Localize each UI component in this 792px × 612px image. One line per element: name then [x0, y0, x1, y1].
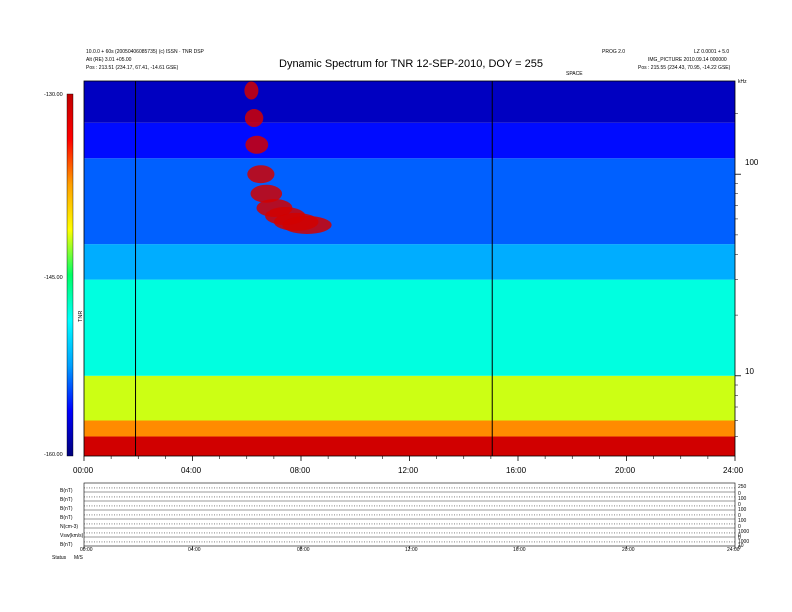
spectrum-band-7 [84, 81, 735, 123]
panel-right-tick-5a: 1000 [738, 529, 750, 535]
panel-right-tick-2a: 100 [738, 496, 747, 502]
lower-x-tick-0400: 04:00 [188, 547, 201, 553]
panel-right-tick-3b: 0 [738, 513, 741, 519]
y-tick-100: 100 [745, 158, 759, 167]
panel-right-tick-4a: 100 [738, 518, 747, 524]
burst-point-1 [244, 109, 264, 128]
lower-x-tick-1200: 12:00 [405, 547, 418, 553]
x-tick-0400: 04:00 [181, 466, 202, 475]
panel-label-2: B(nT) [60, 497, 73, 503]
burst-point-2 [245, 135, 269, 154]
burst-point-0 [244, 81, 259, 100]
y-tick-10: 10 [745, 367, 754, 376]
lower-x-tick-2000: 20:00 [622, 547, 635, 553]
spectrum-band-3 [84, 279, 735, 376]
panel-right-tick-5b: 0 [738, 535, 741, 541]
chart-title: Dynamic Spectrum for TNR 12-SEP-2010, DO… [279, 58, 544, 70]
panel-right-tick-7b: 0 [738, 545, 741, 551]
header-position-left: Pos : 213.51 (234.17, 67.41, -14.61 GSE) [86, 65, 179, 71]
panel-right-tick-3a: 100 [738, 507, 747, 513]
panel-right-tick-6b: 0 [738, 533, 741, 539]
footer-status-label: Status [52, 555, 67, 561]
header-position-right: Pos : 215.55 (234.43, 70.95, -14.22 GSE) [638, 65, 731, 71]
header-info-line2: Alt (RE) 3.01 +05.00 [86, 57, 132, 63]
header-info-right1: PROG 2.0 [602, 49, 626, 55]
header-tag: SPACE [566, 71, 583, 77]
panel-right-tick-2b: 0 [738, 502, 741, 508]
colorbar-tick-mid: -145.00 [44, 275, 63, 281]
spectrum-band-0 [84, 436, 735, 456]
burst-point-8 [282, 215, 332, 234]
lower-panel-frame [83, 482, 736, 547]
header-info-line1: 10.0.0 + 60s (20050406085735) (c) ISSN ·… [86, 49, 204, 55]
x-tick-1600: 16:00 [506, 466, 527, 475]
burst-point-4 [250, 184, 283, 203]
panel-label-6: Vsw(km/s) [60, 533, 84, 539]
panel-label-7: B(nT) [60, 542, 73, 548]
colorbar-tick-bottom: -160.00 [44, 452, 63, 458]
spectrum-band-2 [84, 375, 735, 421]
panel-label-1: B(nT) [60, 488, 73, 494]
x-tick-0800: 08:00 [290, 466, 311, 475]
header-info-right2: LZ 0.0001 + 5.0 [694, 49, 730, 55]
colorbar-tick-top: -130.00 [44, 92, 63, 98]
spectrum-band-5 [84, 158, 735, 245]
x-tick-2000: 20:00 [615, 466, 636, 475]
panel-label-5: N(cm-3) [60, 524, 79, 530]
colorbar [66, 93, 74, 457]
header-info-right3: IMG_PICTURE 2010.09.14 000000 [648, 57, 727, 63]
panel-right-tick-4b: 0 [738, 524, 741, 530]
spectrum-band-1 [84, 420, 735, 437]
panel-right-tick-7a: 10 [738, 543, 744, 549]
lower-x-tick-0800: 08:00 [297, 547, 310, 553]
footer-status-value: M/S [74, 555, 83, 561]
panel-label-3: B(nT) [60, 506, 73, 512]
spectrum-band-6 [84, 122, 735, 159]
panel-right-tick-1a: 250 [738, 484, 747, 490]
lower-x-tick-2400: 24:00 [727, 547, 740, 553]
lower-x-tick-0000: 00:00 [80, 547, 93, 553]
x-tick-1200: 12:00 [398, 466, 419, 475]
panel-right-tick-6a: 1000 [738, 539, 750, 545]
burst-point-3 [247, 165, 275, 184]
lower-x-tick-1600: 16:00 [513, 547, 526, 553]
panel-right-tick-1b: 0 [738, 491, 741, 497]
corner-unit-label: kHz [738, 79, 747, 85]
x-tick-2400: 24:00 [723, 466, 744, 475]
spectrum-band-4 [84, 244, 735, 280]
panel-label-4: B(nT) [60, 515, 73, 521]
x-tick-0000: 00:00 [73, 466, 94, 475]
